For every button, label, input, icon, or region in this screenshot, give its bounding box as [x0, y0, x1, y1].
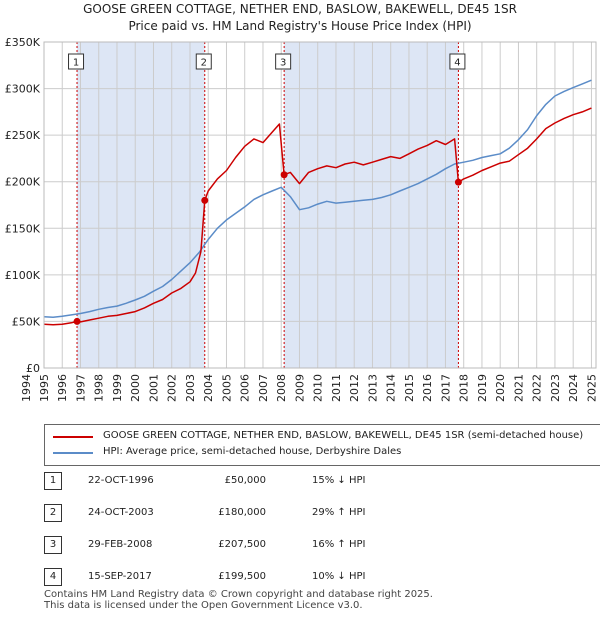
x-tick-label: 2002 [166, 374, 179, 402]
chart-title: GOOSE GREEN COTTAGE, NETHER END, BASLOW,… [83, 2, 517, 16]
sale-marker-label: 1 [73, 58, 79, 69]
price-chart: £0 £50K £100K £150K £200K £250K £300K £350K 1994… [5, 36, 599, 402]
x-tick-label: 1997 [74, 374, 87, 402]
sale-date: 22-OCT-1996 [88, 475, 154, 486]
sale-date: 24-OCT-2003 [88, 507, 154, 518]
x-tick-label: 2003 [184, 374, 197, 402]
sale-marker-label: 2 [201, 58, 207, 69]
sale-point [73, 317, 81, 325]
sale-point [454, 178, 462, 186]
x-tick-label: 2014 [385, 374, 398, 402]
y-tick-label: £100K [5, 269, 41, 282]
sale-price: £199,500 [218, 571, 266, 582]
x-tick-label: 2013 [366, 374, 379, 402]
x-tick-label: 2006 [239, 374, 252, 402]
sale-hpi-diff: 16% ↑ HPI [312, 539, 366, 550]
ownership-shade [284, 42, 459, 368]
sale-marker: 4 [44, 568, 62, 586]
x-tick-label: 2011 [330, 374, 343, 402]
property-series-line [43, 107, 592, 326]
x-tick-label: 2021 [512, 374, 525, 402]
y-tick-label: £0 [26, 362, 40, 375]
sale-hpi-diff: 15% ↓ HPI [312, 475, 366, 486]
chart-subtitle: Price paid vs. HM Land Registry's House … [128, 19, 472, 33]
x-tick-label: 2009 [293, 374, 306, 402]
x-tick-label: 2022 [531, 374, 544, 402]
x-tick-label: 2000 [129, 374, 142, 402]
legend: GOOSE GREEN COTTAGE, NETHER END, BASLOW,… [44, 424, 600, 466]
x-tick-label: 1999 [111, 374, 124, 402]
sale-marker-box [449, 53, 466, 70]
sale-hpi-diff: 10% ↓ HPI [312, 571, 366, 582]
x-tick-label: 2025 [585, 374, 598, 402]
sale-price: £180,000 [218, 507, 266, 518]
x-tick-label: 2020 [494, 374, 507, 402]
x-tick-label: 1994 [20, 374, 33, 402]
sale-hpi-diff: 29% ↑ HPI [312, 507, 366, 518]
x-tick-label: 2023 [549, 374, 562, 402]
y-tick-label: £350K [5, 36, 41, 49]
x-tick-label: 2004 [202, 374, 215, 402]
x-tick-label: 2024 [567, 374, 580, 402]
y-tick-label: £300K [5, 83, 41, 96]
x-tick-label: 1998 [93, 374, 106, 402]
y-tick-label: £150K [5, 222, 41, 235]
x-tick-label: 2018 [458, 374, 471, 402]
y-tick-label: £50K [12, 315, 41, 328]
x-tick-label: 2012 [348, 374, 361, 402]
footer-licence: This data is licensed under the Open Gov… [44, 600, 363, 611]
y-tick-label: £250K [5, 129, 41, 142]
x-tick-label: 2001 [147, 374, 160, 402]
sale-price: £50,000 [224, 475, 266, 486]
x-tick-label: 2008 [275, 374, 288, 402]
sale-price: £207,500 [218, 539, 266, 550]
sale-date: 15-SEP-2017 [88, 571, 152, 582]
sale-marker: 2 [44, 504, 62, 522]
y-tick-label: £200K [5, 176, 41, 189]
footer-copyright: Contains HM Land Registry data © Crown c… [44, 589, 433, 600]
legend-swatch-property [53, 436, 93, 438]
sale-date: 29-FEB-2008 [88, 539, 153, 550]
sale-marker: 1 [44, 472, 62, 490]
footer: Contains HM Land Registry data © Crown c… [44, 589, 433, 611]
legend-label-property: GOOSE GREEN COTTAGE, NETHER END, BASLOW,… [103, 430, 584, 441]
x-tick-label: 2007 [257, 374, 270, 402]
x-tick-label: 2017 [439, 374, 452, 402]
sale-marker-label: 4 [454, 58, 460, 69]
x-tick-label: 2016 [421, 374, 434, 402]
x-tick-label: 2015 [403, 374, 416, 402]
legend-label-hpi: HPI: Average price, semi-detached house,… [103, 446, 402, 457]
plot-frame [43, 41, 597, 369]
x-tick-label: 2005 [220, 374, 233, 402]
sale-marker-box [68, 53, 85, 70]
sale-marker: 3 [44, 536, 62, 554]
x-tick-label: 1996 [56, 374, 69, 402]
sale-marker-label: 3 [280, 58, 286, 69]
x-tick-label: 1995 [38, 374, 51, 402]
x-tick-label: 2010 [312, 374, 325, 402]
x-tick-label: 2019 [476, 374, 489, 402]
sale-marker-box [195, 53, 212, 70]
sale-point [201, 196, 209, 204]
sale-point [280, 171, 288, 179]
hpi-series-line [43, 79, 592, 318]
sale-marker-box [275, 53, 292, 70]
legend-swatch-hpi [53, 452, 93, 454]
